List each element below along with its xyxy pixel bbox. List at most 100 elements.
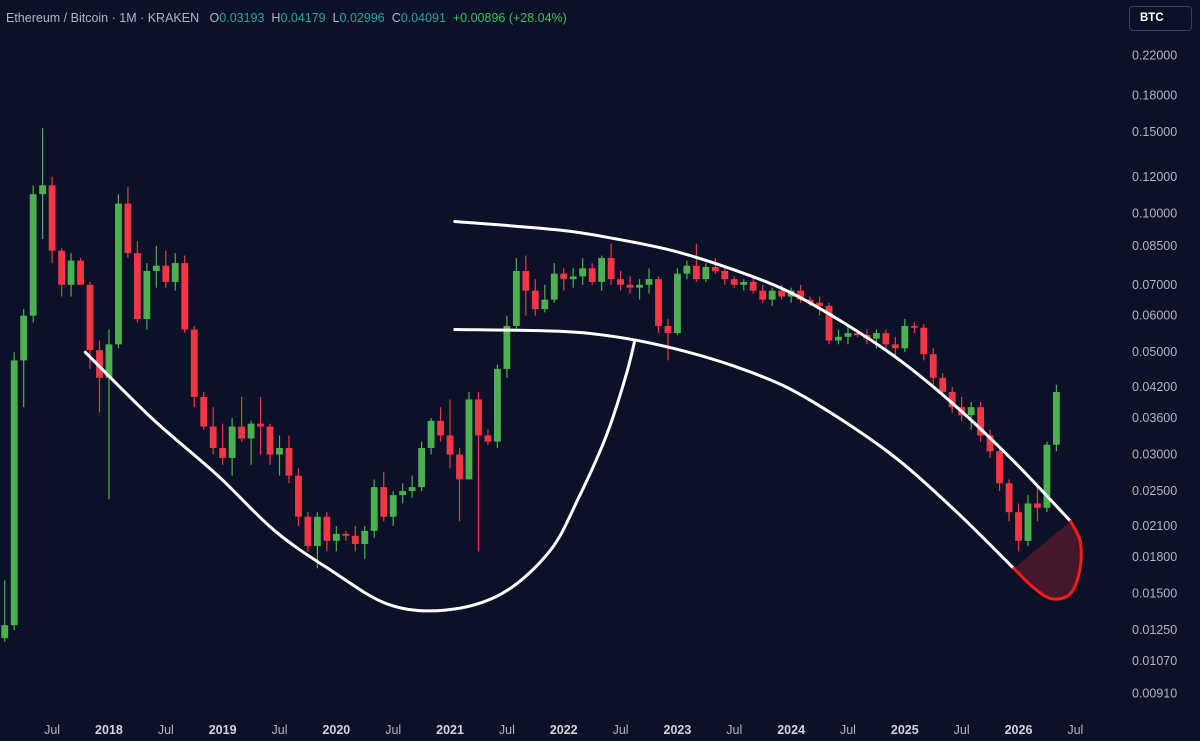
time-tick-label: 2018 [95, 723, 123, 737]
candle-body [569, 276, 577, 280]
time-tick-label: Jul [44, 723, 60, 737]
time-tick-label: Jul [158, 723, 174, 737]
candle [986, 429, 994, 458]
candle-body [541, 299, 549, 310]
candle-body [920, 327, 928, 355]
open-value: 0.03193 [219, 11, 265, 25]
candle [304, 512, 312, 552]
candle-body [219, 447, 227, 458]
candle [437, 407, 444, 442]
candle [702, 263, 710, 282]
candle-body [1053, 391, 1060, 445]
candle-body [389, 495, 397, 517]
candle-body [257, 423, 264, 427]
time-tick-label: Jul [840, 723, 856, 737]
candle [797, 284, 805, 303]
candle-body [408, 487, 416, 492]
price-tick-label: 0.01070 [1132, 654, 1177, 668]
candle-body [692, 265, 700, 280]
candle [484, 429, 492, 445]
candle [740, 279, 748, 291]
candle-body [200, 396, 208, 427]
candle-body [494, 368, 501, 442]
candle [617, 270, 624, 291]
candle [209, 407, 217, 455]
candle [427, 418, 435, 455]
candle-body [531, 290, 539, 310]
candle [200, 391, 208, 430]
candle [522, 255, 530, 316]
candle-body [550, 273, 558, 300]
target-zone-curve[interactable] [1012, 519, 1083, 601]
candle-body [313, 516, 321, 547]
candle [636, 279, 643, 300]
candle-body [276, 447, 283, 455]
candle-body [181, 263, 189, 330]
candle-body [825, 305, 833, 341]
candle-body [342, 533, 350, 536]
candle [20, 309, 28, 408]
candle-body [636, 284, 643, 288]
time-tick-label: Jul [385, 723, 401, 737]
candle-body [560, 273, 568, 280]
candle-body [929, 354, 937, 378]
candle [96, 340, 103, 413]
candle [152, 245, 160, 288]
candle [891, 336, 899, 357]
candle [674, 268, 681, 335]
candle [389, 491, 397, 527]
candle-body [986, 435, 994, 452]
candle [238, 396, 246, 442]
candle-body [948, 391, 956, 408]
candle [171, 253, 179, 291]
candle-body [996, 451, 1003, 484]
candle [929, 348, 937, 388]
candle [920, 324, 928, 361]
candle [181, 255, 189, 334]
candle [247, 420, 255, 465]
candle [285, 435, 293, 484]
price-tick-label: 0.12000 [1132, 170, 1177, 184]
candle [446, 399, 454, 469]
candle-body [133, 253, 141, 320]
candle-body [124, 203, 132, 254]
candle-body [484, 435, 492, 442]
price-tick-label: 0.02100 [1132, 519, 1177, 533]
time-tick-label: 2019 [209, 723, 237, 737]
candle-body [797, 290, 805, 300]
candle [655, 276, 662, 334]
candle [749, 276, 757, 294]
time-tick-label: 2026 [1005, 723, 1033, 737]
price-tick-label: 0.07000 [1132, 278, 1177, 292]
upper-channel-curve[interactable] [453, 220, 1073, 523]
currency-button[interactable]: BTC [1129, 6, 1192, 31]
lower-channel-curve[interactable] [453, 328, 1016, 570]
time-tick-label: 2024 [777, 723, 805, 737]
candle-body [711, 266, 719, 271]
price-axis: 0.260000.220000.180000.150000.120000.100… [1132, 15, 1177, 701]
candle [1005, 479, 1013, 522]
candle [58, 248, 65, 297]
candle-body [939, 377, 947, 392]
cup-curve[interactable] [83, 339, 637, 613]
candle [579, 258, 587, 285]
candle-body [967, 407, 975, 416]
candle-body [844, 333, 852, 337]
candle-body [617, 279, 624, 285]
candle-body [522, 270, 530, 291]
candle-body [238, 426, 246, 439]
candle [825, 302, 833, 345]
price-tick-label: 0.06000 [1132, 309, 1177, 323]
time-tick-label: 2025 [891, 723, 919, 737]
price-tick-label: 0.01250 [1132, 623, 1177, 637]
candle [370, 479, 378, 538]
price-tick-label: 0.10000 [1132, 206, 1177, 220]
candle-body [579, 268, 587, 277]
candle [730, 276, 738, 288]
candle-body [645, 279, 653, 285]
change-value: +0.00896 (+28.04%) [452, 11, 567, 25]
candle [901, 319, 909, 353]
candle [380, 471, 388, 522]
candle-body [380, 487, 388, 517]
